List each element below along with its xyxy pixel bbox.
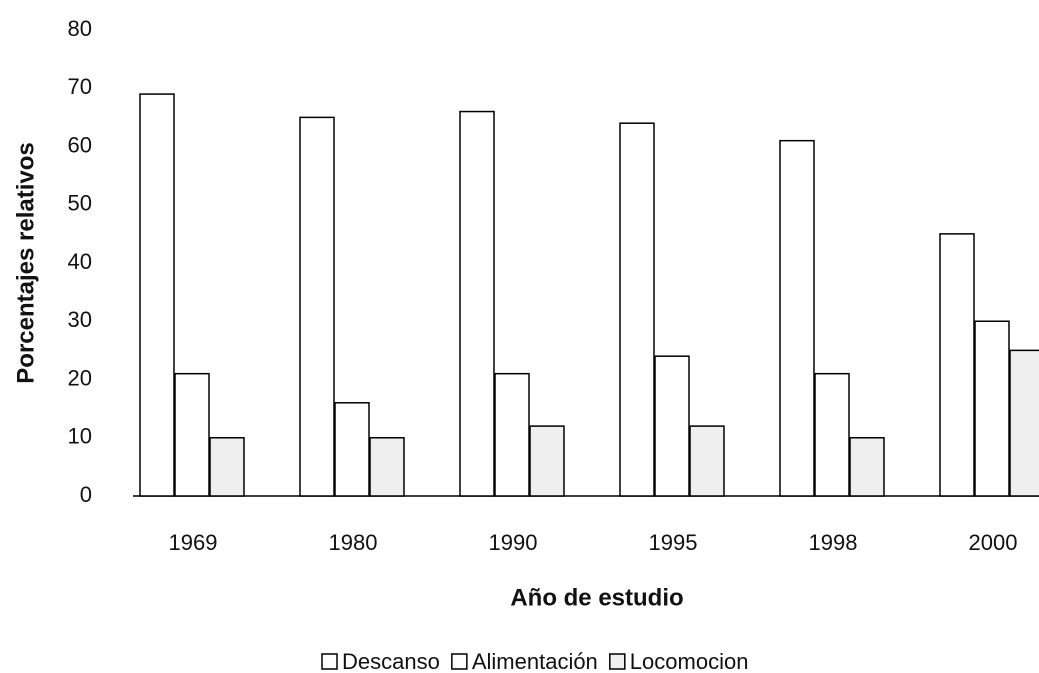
legend-swatch bbox=[451, 653, 468, 670]
y-tick-label: 20 bbox=[68, 365, 92, 390]
y-tick-label: 30 bbox=[68, 307, 92, 332]
bar bbox=[974, 320, 1010, 497]
bar bbox=[139, 93, 175, 497]
bar bbox=[459, 110, 495, 497]
bar bbox=[1009, 349, 1039, 497]
y-tick-label: 0 bbox=[80, 482, 92, 507]
bar bbox=[334, 402, 370, 497]
legend-label: Descanso bbox=[342, 649, 440, 673]
y-axis-label: Porcentajes relativos bbox=[12, 142, 39, 383]
y-tick-label: 10 bbox=[68, 424, 92, 449]
x-axis-label: Año de estudio bbox=[510, 584, 683, 611]
legend-swatch bbox=[609, 653, 626, 670]
legend-label: Locomocion bbox=[630, 649, 749, 673]
bar bbox=[529, 425, 565, 497]
bar bbox=[814, 372, 850, 497]
y-tick-label: 70 bbox=[68, 74, 92, 99]
bar bbox=[619, 122, 655, 497]
x-tick-label: 1990 bbox=[489, 530, 538, 555]
y-tick-label: 50 bbox=[68, 191, 92, 216]
x-tick-label: 2000 bbox=[969, 530, 1018, 555]
bar bbox=[209, 437, 245, 497]
bar bbox=[689, 425, 725, 497]
bar bbox=[939, 233, 975, 497]
y-tick-label: 60 bbox=[68, 132, 92, 157]
x-tick-label: 1969 bbox=[169, 530, 218, 555]
bar bbox=[849, 437, 885, 497]
legend-label: Alimentación bbox=[472, 649, 598, 673]
x-tick-label: 1980 bbox=[329, 530, 378, 555]
bar bbox=[369, 437, 405, 497]
x-tick-label: 1995 bbox=[649, 530, 698, 555]
legend-swatch bbox=[321, 653, 338, 670]
x-tick-label: 1998 bbox=[809, 530, 858, 555]
bar bbox=[654, 355, 690, 497]
y-tick-label: 80 bbox=[68, 16, 92, 41]
bar bbox=[299, 116, 335, 497]
bar bbox=[779, 139, 815, 497]
bar bbox=[494, 372, 530, 497]
bar bbox=[174, 372, 210, 497]
y-tick-label: 40 bbox=[68, 249, 92, 274]
